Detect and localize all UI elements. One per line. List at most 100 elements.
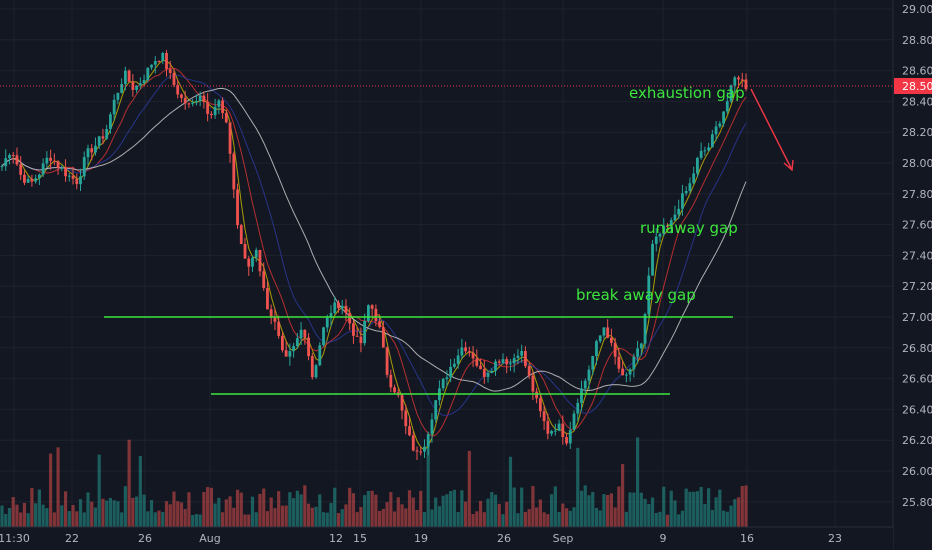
candle-body [695, 157, 699, 174]
candle-body [576, 402, 580, 414]
volume-bar [157, 510, 161, 527]
volume-bar [703, 504, 707, 527]
candle-body [482, 369, 486, 377]
candle-body [568, 429, 572, 444]
volume-bar [250, 496, 255, 527]
candle-body [183, 97, 187, 104]
candle-body [120, 84, 124, 93]
volume-bar [105, 500, 109, 527]
candle-body [138, 83, 142, 86]
candle-body [150, 64, 153, 68]
candle-body [295, 338, 299, 347]
price-tick-label: 27.80 [902, 188, 932, 201]
candle-body [45, 157, 49, 164]
volume-bar [422, 512, 427, 527]
volume-bar [680, 510, 685, 527]
volume-bars [0, 437, 748, 527]
candlesticks [0, 50, 748, 461]
volume-bar [348, 487, 352, 527]
volume-bar [131, 497, 135, 527]
candle-body [11, 154, 15, 156]
volume-bar [415, 509, 419, 527]
candle-body [359, 336, 363, 344]
candle-body [681, 193, 684, 209]
candle-body [232, 153, 236, 190]
candle-body [243, 243, 247, 259]
volume-bar [407, 490, 412, 527]
time-axis[interactable]: 11:30 22 26 Aug 12 15 19 26 Sep 9 16 23 [0, 526, 893, 550]
candle-body [497, 361, 501, 363]
volume-bar [90, 501, 94, 527]
candle-body [221, 100, 224, 114]
candle-body [389, 374, 393, 388]
candle-body [606, 327, 610, 338]
time-tick-label: 16 [740, 532, 754, 545]
volume-bar [30, 487, 34, 527]
volume-bar [112, 500, 116, 527]
volume-bar [688, 491, 692, 527]
candle-body [553, 430, 557, 432]
price-tick-label: 27.60 [902, 219, 932, 232]
volume-bar [400, 504, 404, 527]
volume-bar [34, 503, 38, 527]
candle-body [299, 329, 303, 339]
candle-body [419, 451, 423, 453]
candle-body [75, 178, 79, 185]
candle-body [654, 236, 658, 244]
volume-bar [576, 447, 580, 527]
candle-body [520, 351, 524, 356]
candle-body [565, 437, 568, 444]
volume-bar [527, 509, 531, 527]
volume-bar [542, 512, 546, 527]
candle-body [486, 373, 490, 377]
candle-body [434, 400, 438, 420]
volume-bar [523, 511, 528, 527]
volume-bar [512, 487, 516, 527]
volume-bar [198, 514, 202, 527]
volume-bar [733, 499, 737, 527]
candle-body [172, 72, 176, 85]
candle-body [415, 450, 419, 452]
volume-bar [101, 498, 105, 527]
candle-body [288, 351, 292, 357]
volume-bar [355, 512, 359, 527]
volume-bar [247, 514, 251, 527]
volume-bar [306, 503, 311, 527]
volume-bar [579, 490, 584, 527]
candle-body [441, 379, 445, 389]
volume-bar [142, 494, 146, 527]
volume-bar [710, 509, 714, 527]
volume-bar [295, 490, 299, 527]
volume-bar [643, 498, 647, 527]
candle-body [494, 361, 497, 371]
candle-body [658, 233, 662, 237]
volume-bar [22, 502, 27, 527]
time-tick-label: 19 [414, 532, 428, 545]
candle-body [105, 129, 109, 139]
volume-bar [161, 511, 165, 527]
volume-bar [707, 488, 711, 527]
volume-bar [482, 512, 486, 527]
volume-bar [11, 497, 15, 527]
candle-body [277, 321, 281, 336]
volume-bar [187, 492, 191, 527]
candle-body [325, 317, 329, 328]
candle-body [333, 302, 337, 313]
sell-arrow-shaft [750, 88, 793, 171]
volume-bar [426, 445, 430, 527]
volume-bar [86, 492, 90, 527]
volume-bar [621, 464, 625, 527]
candle-body [423, 446, 426, 452]
volume-bar [434, 497, 438, 527]
time-tick-label: Sep [553, 532, 574, 545]
volume-bar [116, 501, 120, 527]
volume-bar [37, 489, 41, 527]
candle-body [52, 160, 56, 162]
volume-bar [82, 512, 86, 527]
candle-body [561, 423, 565, 438]
volume-bar [669, 490, 673, 527]
volume-bar [325, 512, 329, 527]
candle-body [112, 99, 116, 115]
volume-bar [202, 492, 206, 527]
